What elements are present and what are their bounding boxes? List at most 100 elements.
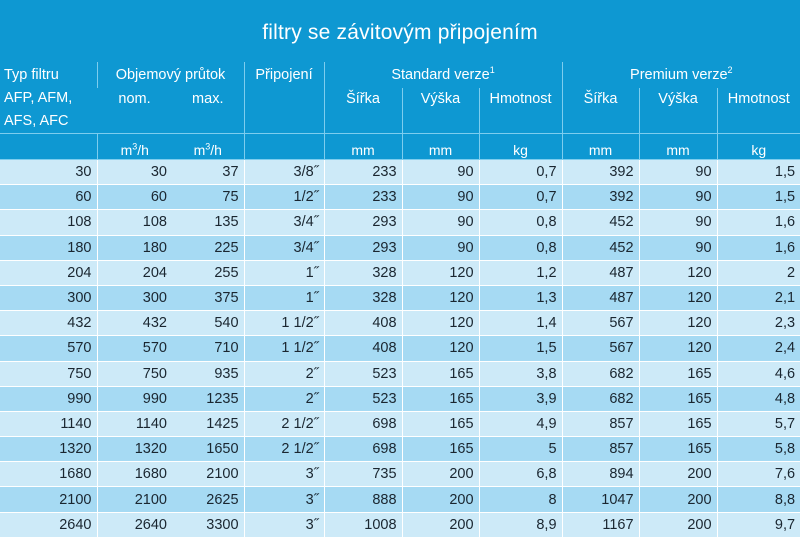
cell-max: 1650: [172, 436, 245, 463]
cell-type: 300: [0, 285, 97, 312]
cell-prm_w: 487: [561, 285, 640, 312]
cell-type: 30: [0, 159, 97, 186]
cell-max: 2100: [172, 461, 245, 488]
standard-footnote-mark: 1: [489, 65, 495, 76]
unit-connection-empty: [243, 133, 325, 160]
cell-std_kg: 5: [478, 436, 563, 463]
premium-header: Premium verze2: [561, 62, 800, 88]
cell-std_h: 90: [401, 184, 480, 211]
prm-height-header: Výška: [638, 88, 718, 134]
table-row: 30 30 37 3/8˝ 233 90 0,7 392 90 1,5: [0, 159, 800, 186]
unit-flow-nom: m3/h: [96, 133, 172, 160]
cell-prm_kg: 9,7: [716, 512, 800, 538]
cell-std_kg: 3,8: [478, 361, 563, 387]
spec-table: Typ filtru AFP, AFM, AFS, AFC Objemový p…: [0, 62, 800, 538]
cell-prm_w: 1047: [561, 486, 640, 513]
cell-nom: 300: [96, 285, 172, 312]
cell-max: 135: [172, 209, 245, 236]
cell-prm_w: 487: [561, 260, 640, 286]
cell-prm_kg: 4,6: [716, 361, 800, 387]
cell-prm_kg: 5,8: [716, 436, 800, 463]
cell-std_h: 90: [401, 159, 480, 186]
cell-conn: 3/4˝: [243, 209, 325, 236]
cell-type: 108: [0, 209, 97, 236]
std-height-header: Výška: [401, 88, 480, 134]
cell-max: 1235: [172, 386, 245, 412]
cell-std_w: 735: [323, 461, 403, 488]
table-row: 1680 1680 2100 3˝ 735 200 6,8 894 200 7,6: [0, 461, 800, 488]
cell-conn: 2 1/2˝: [243, 411, 325, 438]
cell-nom: 108: [96, 209, 172, 236]
cell-type: 2640: [0, 512, 97, 538]
cell-nom: 570: [96, 335, 172, 362]
cell-prm_h: 200: [638, 461, 718, 488]
cell-nom: 990: [96, 386, 172, 412]
std-weight-header: Hmotnost: [478, 88, 563, 134]
cell-conn: 3/8˝: [243, 159, 325, 186]
cell-nom: 2640: [96, 512, 172, 538]
cell-std_kg: 1,2: [478, 260, 563, 286]
cell-nom: 1680: [96, 461, 172, 488]
cell-prm_h: 90: [638, 235, 718, 261]
table-row: 60 60 75 1/2˝ 233 90 0,7 392 90 1,5: [0, 184, 800, 211]
unit-prm-height: mm: [638, 133, 718, 160]
unit-std-width: mm: [323, 133, 403, 160]
cell-prm_kg: 4,8: [716, 386, 800, 412]
cell-prm_h: 120: [638, 310, 718, 337]
unit-prm-width: mm: [561, 133, 640, 160]
cell-prm_kg: 2,3: [716, 310, 800, 337]
cell-prm_w: 894: [561, 461, 640, 488]
cell-max: 255: [172, 260, 245, 286]
table-row: 432 432 540 1 1/2˝ 408 120 1,4 567 120 2,3: [0, 310, 800, 337]
cell-prm_h: 90: [638, 184, 718, 211]
unit-std-height: mm: [401, 133, 480, 160]
cell-nom: 204: [96, 260, 172, 286]
cell-conn: 3˝: [243, 486, 325, 513]
cell-std_kg: 0,8: [478, 235, 563, 261]
cell-std_kg: 8,9: [478, 512, 563, 538]
type-header-line1: Typ filtru: [4, 67, 59, 83]
cell-conn: 1 1/2˝: [243, 310, 325, 337]
cell-std_kg: 6,8: [478, 461, 563, 488]
cell-std_h: 90: [401, 209, 480, 236]
cell-prm_w: 392: [561, 184, 640, 211]
cell-prm_kg: 2: [716, 260, 800, 286]
cell-max: 540: [172, 310, 245, 337]
cell-nom: 1320: [96, 436, 172, 463]
cell-nom: 750: [96, 361, 172, 387]
cell-conn: 1 1/2˝: [243, 335, 325, 362]
cell-nom: 60: [96, 184, 172, 211]
cell-conn: 1˝: [243, 260, 325, 286]
cell-std_h: 165: [401, 436, 480, 463]
cell-conn: 1/2˝: [243, 184, 325, 211]
cell-std_w: 1008: [323, 512, 403, 538]
page-title: filtry se závitovým připojením: [262, 21, 538, 44]
cell-std_h: 90: [401, 235, 480, 261]
cell-nom: 432: [96, 310, 172, 337]
standard-header-label: Standard verze: [391, 67, 490, 83]
cell-prm_w: 857: [561, 436, 640, 463]
flow-header: Objemový průtok: [96, 62, 245, 88]
cell-std_h: 120: [401, 260, 480, 286]
cell-std_w: 408: [323, 335, 403, 362]
cell-prm_h: 165: [638, 436, 718, 463]
cell-std_kg: 0,7: [478, 159, 563, 186]
cell-prm_kg: 7,6: [716, 461, 800, 488]
cell-prm_w: 567: [561, 335, 640, 362]
prm-width-header: Šířka: [561, 88, 640, 134]
cell-max: 37: [172, 159, 245, 186]
cell-max: 225: [172, 235, 245, 261]
premium-header-label: Premium verze: [630, 67, 728, 83]
cell-prm_kg: 1,5: [716, 184, 800, 211]
cell-max: 375: [172, 285, 245, 312]
cell-std_h: 200: [401, 461, 480, 488]
cell-prm_kg: 1,6: [716, 235, 800, 261]
cell-prm_h: 200: [638, 512, 718, 538]
cell-max: 2625: [172, 486, 245, 513]
standard-header: Standard verze1: [323, 62, 563, 88]
table-row: 108 108 135 3/4˝ 293 90 0,8 452 90 1,6: [0, 209, 800, 236]
cell-std_w: 328: [323, 285, 403, 312]
cell-max: 935: [172, 361, 245, 387]
cell-prm_h: 200: [638, 486, 718, 513]
